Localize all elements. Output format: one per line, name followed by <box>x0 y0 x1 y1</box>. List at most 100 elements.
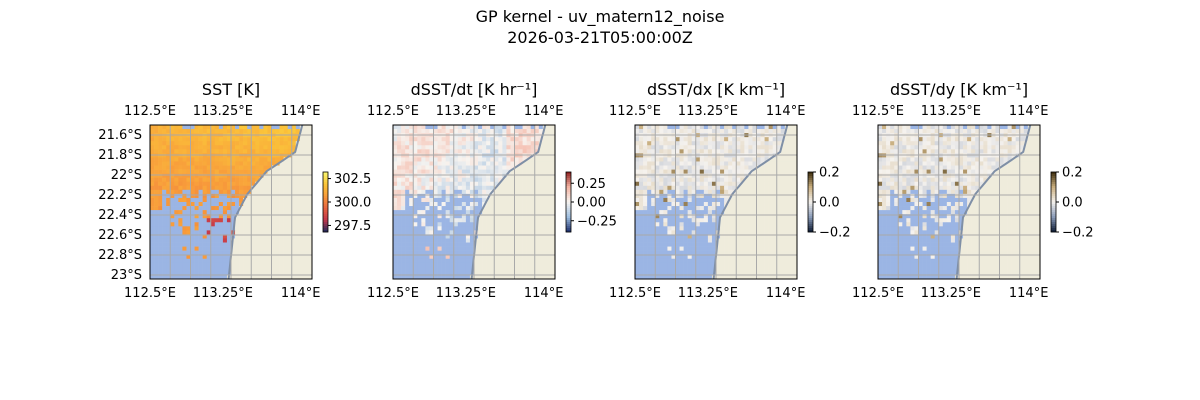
heatmap-cell <box>291 189 297 195</box>
heatmap-cell <box>303 230 309 235</box>
heatmap-cell <box>546 230 552 235</box>
heatmap-cell <box>906 125 911 130</box>
heatmap-cell <box>405 161 410 166</box>
heatmap-cell <box>465 262 471 268</box>
heatmap-cell <box>526 137 531 142</box>
heatmap-cell <box>530 181 536 187</box>
heatmap-cell <box>736 125 741 130</box>
heatmap-cell <box>409 141 414 146</box>
heatmap-cell <box>699 210 705 215</box>
heatmap-cell <box>699 206 705 211</box>
heatmap-cell <box>267 193 272 199</box>
heatmap-cell <box>486 125 491 130</box>
heatmap-cell <box>764 270 769 276</box>
heatmap-cell <box>267 234 272 239</box>
heatmap-cell <box>405 141 410 146</box>
heatmap-cell <box>728 153 733 158</box>
heatmap-cell <box>417 197 422 203</box>
heatmap-cell <box>198 153 203 158</box>
heatmap-cell <box>170 169 175 174</box>
heatmap-cell <box>178 169 183 174</box>
heatmap-cell <box>210 218 216 223</box>
heatmap-cell <box>453 266 459 272</box>
heatmap-cell <box>711 141 717 146</box>
heatmap-cell <box>490 125 495 130</box>
heatmap-cell <box>239 169 244 174</box>
heatmap-cell <box>703 218 709 223</box>
heatmap-cell <box>792 145 798 150</box>
heatmap-cell <box>659 230 664 235</box>
heatmap-cell <box>182 274 187 280</box>
heatmap-cell <box>194 149 199 154</box>
heatmap-cell <box>510 262 515 268</box>
heatmap-cell <box>550 230 556 235</box>
heatmap-cell <box>522 242 527 247</box>
heatmap-cell <box>461 193 467 199</box>
heatmap-cell <box>154 218 159 223</box>
heatmap-cell <box>635 214 640 219</box>
heatmap-cell <box>437 266 442 272</box>
heatmap-cell <box>243 149 248 154</box>
heatmap-cell <box>279 246 284 251</box>
heatmap-cell <box>474 177 479 183</box>
heatmap-cell <box>247 270 252 276</box>
heatmap-cell <box>651 254 656 260</box>
heatmap-cell <box>498 173 503 178</box>
heatmap-cell <box>756 125 761 130</box>
heatmap-cell <box>303 214 309 219</box>
heatmap-cell <box>518 141 523 146</box>
heatmap-cell <box>744 246 749 251</box>
heatmap-cell <box>178 197 183 203</box>
heatmap-cell <box>764 129 769 134</box>
heatmap-cell <box>307 214 313 219</box>
heatmap-cell <box>247 230 252 235</box>
heatmap-cell <box>425 197 430 203</box>
heatmap-cell <box>222 242 228 247</box>
heatmap-cell <box>675 270 680 276</box>
heatmap-cell <box>542 145 548 150</box>
heatmap-cell <box>703 202 709 207</box>
heatmap-cell <box>792 141 798 146</box>
heatmap-cell <box>724 274 729 280</box>
heatmap-cell <box>792 197 798 203</box>
heatmap-cell <box>687 230 692 235</box>
heatmap-cell <box>425 234 430 239</box>
heatmap-cell <box>776 262 782 268</box>
heatmap-cell <box>506 173 511 178</box>
heatmap-cell <box>522 234 527 239</box>
heatmap-cell <box>287 149 293 154</box>
heatmap-cell <box>699 202 705 207</box>
heatmap-cell <box>772 218 778 223</box>
heatmap-cell <box>206 226 212 231</box>
heatmap-cell <box>393 214 398 219</box>
heatmap-cell <box>429 242 434 247</box>
heatmap-cell <box>780 218 786 223</box>
heatmap-cell <box>691 185 697 191</box>
heatmap-cell <box>405 177 410 183</box>
heatmap-cell <box>526 254 531 260</box>
heatmap-cell <box>542 250 548 255</box>
heatmap-cell <box>979 137 984 142</box>
heatmap-cell <box>247 222 252 227</box>
heatmap-cell <box>231 173 236 178</box>
heatmap-cell <box>542 181 548 187</box>
heatmap-cell <box>542 242 548 247</box>
heatmap-cell <box>687 169 692 174</box>
heatmap-cell <box>687 129 692 134</box>
heatmap-cell <box>194 250 199 255</box>
heatmap-cell <box>728 202 733 207</box>
heatmap-cell <box>514 246 519 251</box>
heatmap-cell <box>748 258 753 264</box>
heatmap-cell <box>417 210 422 215</box>
heatmap-cell <box>498 197 503 203</box>
heatmap-cell <box>546 274 552 280</box>
colorbar-segment <box>323 194 328 197</box>
colorbar-segment <box>323 198 328 201</box>
heatmap-cell <box>526 218 531 223</box>
heatmap-cell <box>287 238 293 243</box>
heatmap-cell <box>174 181 179 187</box>
heatmap-cell <box>235 137 240 142</box>
heatmap-cell <box>510 173 515 178</box>
heatmap-cell <box>647 250 652 255</box>
heatmap-cell <box>247 173 252 178</box>
